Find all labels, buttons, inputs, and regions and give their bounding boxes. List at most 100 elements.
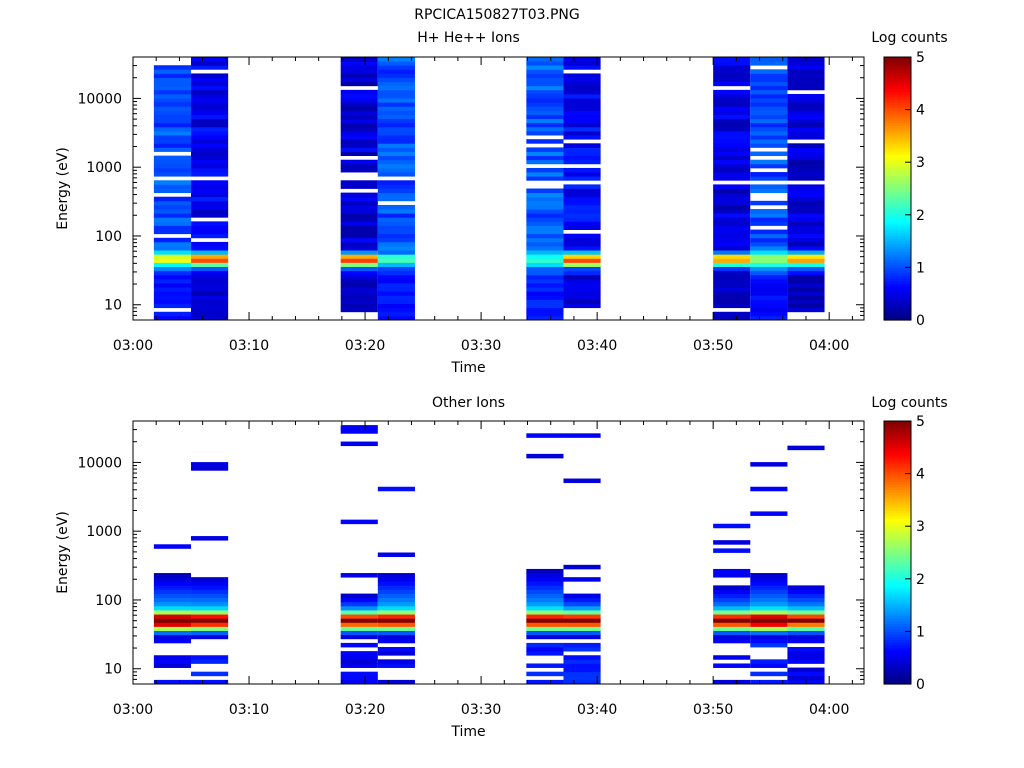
heatmap-cell [526,151,564,157]
heatmap-cell [713,610,751,615]
heatmap-cell [563,143,601,148]
heatmap-cell [340,163,378,169]
colorbar-segment [884,565,911,569]
colorbar-segment [884,80,911,84]
colorbar-segment [884,492,911,496]
heatmap-cell [526,642,564,648]
heatmap-cell [750,307,788,313]
heatmap-cell [526,241,564,247]
heatmap-cell [377,651,415,656]
heatmap-cell [750,159,788,165]
heatmap-cell [713,204,751,210]
heatmap-cell [191,626,229,631]
heatmap-cell [153,634,192,640]
heatmap-column [750,462,788,684]
heatmap-cell [526,172,564,177]
heatmap-cell [191,262,229,267]
colorbar-segment [884,254,911,258]
colorbar-segment [884,227,911,232]
heatmap-cell [191,61,229,66]
colorbar-segment [884,660,911,664]
heatmap-cell [377,610,415,615]
heatmap-cell [713,102,751,107]
heatmap-cell [377,618,415,623]
heatmap-cell [191,98,229,103]
heatmap-cell [563,679,601,684]
heatmap-cell [526,61,564,66]
colorbar-segment [884,668,911,672]
heatmap-cell [191,110,229,115]
heatmap-cell [713,192,751,198]
colorbar-segment [884,243,911,247]
colorbar-segment [884,541,911,546]
heatmap-cell [191,93,229,99]
colorbar-segment [884,636,911,640]
heatmap-cell [526,233,564,239]
heatmap-cell [377,167,415,173]
heatmap-cell [191,630,229,636]
heatmap-cell [563,597,601,603]
heatmap-cell [153,73,192,78]
heatmap-cell [191,311,229,317]
heatmap-cell [153,229,192,235]
colorbar-tick-label: 4 [916,103,925,119]
colorbar-segment [884,505,911,509]
heatmap-cell [191,254,229,259]
heatmap-cell [787,126,825,132]
heatmap-cell [340,89,378,95]
heatmap-cell [563,283,601,288]
heatmap-cell [787,626,825,631]
colorbar-segment [884,309,911,313]
colorbar-segment [884,317,911,321]
colorbar-segment [884,628,911,632]
heatmap-cell [191,209,229,214]
heatmap-cell [191,634,229,640]
heatmap-cell [340,237,378,243]
heatmap-cell [750,671,788,677]
heatmap-cell [787,262,825,267]
heatmap-cell [787,200,825,206]
heatmap-cell [191,106,229,111]
heatmap-cell [526,204,564,210]
heatmap-cell [377,98,415,103]
heatmap-cell [787,258,825,263]
heatmap-cell [713,167,751,173]
heatmap-cell [191,155,229,161]
heatmap-cell [750,258,788,263]
heatmap-cell [340,200,378,206]
colorbar-segment [884,246,911,250]
heatmap-cell [340,425,378,430]
heatmap-cell [713,614,751,619]
heatmap-cell [340,675,378,681]
heatmap-column [750,57,788,320]
heatmap-cell [563,98,601,103]
heatmap-cell [750,610,788,615]
heatmap-cell [750,73,788,78]
heatmap-cell [563,184,601,189]
heatmap-cell [191,180,229,185]
heatmap-cell [191,102,229,107]
colorbar-segment [884,665,911,669]
heatmap-cell [750,172,788,177]
heatmap-cell [340,81,378,87]
heatmap-cell [713,278,751,284]
heatmap-cell [713,143,751,148]
heatmap-cell [153,89,192,95]
heatmap-cell [340,61,378,66]
heatmap-cell [340,441,378,447]
heatmap-cell [526,102,564,107]
heatmap-cell [377,486,415,492]
heatmap-cell [377,278,415,284]
x-tick-label: 03:00 [113,338,153,354]
heatmap-cell [713,57,751,62]
heatmap-cell [526,634,564,640]
colorbar-segment [884,256,911,261]
colorbar-segment [884,301,911,305]
colorbar-segment [884,421,911,425]
colorbar-tick-label: 0 [916,677,925,693]
heatmap-cell [153,638,192,644]
colorbar-segment [884,122,911,126]
heatmap-cell [750,61,788,66]
heatmap-cell [750,266,788,272]
heatmap-column [340,425,378,684]
